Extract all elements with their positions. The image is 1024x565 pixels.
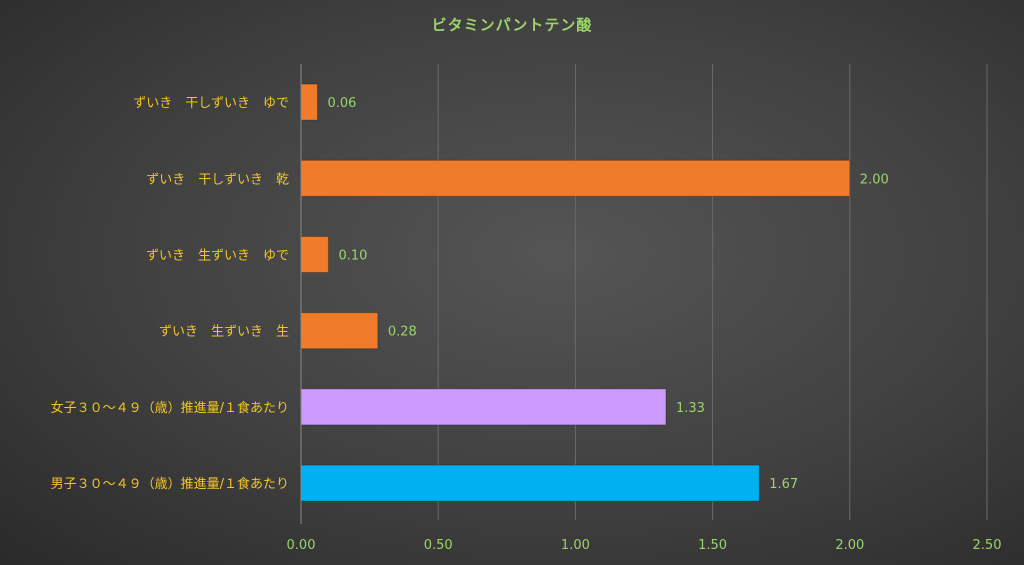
category-label: 女子３０～４９（歳）推進量/１食あたり xyxy=(51,400,289,416)
x-tick-label: 1.50 xyxy=(698,538,727,553)
x-tick-label: 2.00 xyxy=(835,538,864,553)
category-label: ずいき 生ずいき ゆで xyxy=(146,249,289,264)
data-label: 1.33 xyxy=(676,401,705,416)
data-label: 2.00 xyxy=(860,172,889,187)
category-label: ずいき 干しずいき ゆで xyxy=(133,96,289,111)
x-tick-label: 2.50 xyxy=(973,538,1002,553)
bar xyxy=(300,312,379,350)
x-tick-label: 0.00 xyxy=(287,538,316,553)
bar xyxy=(300,236,329,273)
data-label: 0.28 xyxy=(388,325,417,340)
category-label: ずいき 干しずいき 乾 xyxy=(146,172,289,187)
bar xyxy=(300,159,851,197)
category-label: 男子３０～４９（歳）推進量/１食あたり xyxy=(51,476,289,492)
data-label: 1.67 xyxy=(769,477,798,492)
data-label: 0.10 xyxy=(338,249,367,264)
bar xyxy=(300,83,318,121)
bar xyxy=(300,388,667,426)
data-label: 0.06 xyxy=(327,96,356,111)
x-tick-label: 1.00 xyxy=(561,538,590,553)
chart-title: ビタミンパントテン酸 xyxy=(431,16,593,34)
category-label: ずいき 生ずいき 生 xyxy=(159,325,289,340)
bar xyxy=(300,464,760,502)
x-tick-label: 0.50 xyxy=(424,538,453,553)
